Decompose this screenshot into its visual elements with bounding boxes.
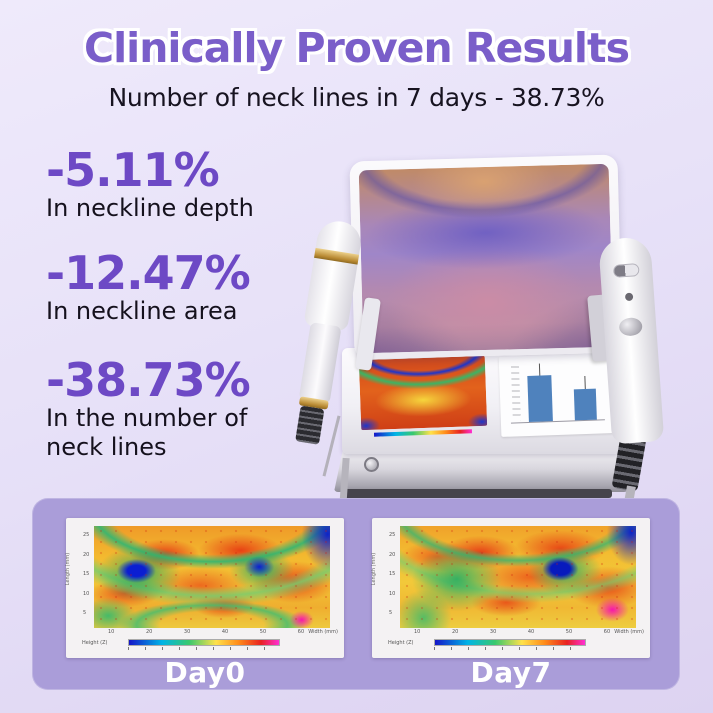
before-after-panel: Length (mm) 25 20 15 10 5 10 20 30 40 50… <box>32 498 680 690</box>
x-axis-ticks: 10 20 30 40 50 60 <box>414 629 611 635</box>
stat-value: -12.47% <box>46 246 251 301</box>
device-port-knob <box>364 457 379 472</box>
x-axis-ticks: 10 20 30 40 50 60 <box>108 629 305 635</box>
device-base-shadow <box>344 489 612 498</box>
cable-strain-relief <box>295 405 325 445</box>
stat-label: In the number of neck lines <box>46 404 248 462</box>
stat-neckline-area: -12.47% In neckline area <box>46 249 346 326</box>
y-axis-label: Length (mm) <box>65 552 72 586</box>
skin-heatmap-day7 <box>400 526 636 628</box>
neck-scan-screen <box>358 163 614 354</box>
page-title: Clinically Proven Results <box>84 24 630 72</box>
y-axis-label: Length (mm) <box>371 552 378 586</box>
stat-label: In neckline depth <box>46 194 254 223</box>
subtitle: Number of neck lines in 7 days - 38.73% <box>108 83 605 112</box>
y-axis-ticks: 25 20 15 10 5 <box>389 532 396 616</box>
handpiece-slot <box>612 263 640 278</box>
colorbar <box>434 639 586 646</box>
x-axis-label: Width (mm) <box>308 629 338 635</box>
colorbar <box>128 639 280 646</box>
skin-heatmap-day0 <box>94 526 330 628</box>
colorbar-ticks <box>128 647 280 650</box>
bar-before <box>527 375 553 422</box>
bar-chart-axis <box>510 366 521 421</box>
y-axis-ticks: 25 20 15 10 5 <box>83 532 90 616</box>
day7-label: Day7 <box>470 656 552 689</box>
stats-list: -5.11% In neckline depth -12.47% In neck… <box>46 146 346 488</box>
handpiece-stem <box>298 322 342 404</box>
heatmap-card-day7: Length (mm) 25 20 15 10 5 10 20 30 40 50… <box>371 518 650 658</box>
colorbar-label: Height (Z) <box>82 640 108 646</box>
colorbar-ticks <box>434 647 586 650</box>
device-base <box>334 450 628 492</box>
device-screen-bar-chart <box>498 353 614 437</box>
heatmap-card-day0: Length (mm) 25 20 15 10 5 10 20 30 40 50… <box>65 518 344 658</box>
bar-chart-baseline <box>510 419 605 424</box>
stat-value: -38.73% <box>46 353 251 408</box>
device-monitor <box>349 154 623 360</box>
device-screen-heatmap <box>358 355 488 431</box>
day0-label: Day0 <box>164 656 246 689</box>
stat-neck-lines-count: -38.73% In the number of neck lines <box>46 356 346 462</box>
x-axis-label: Width (mm) <box>614 629 644 635</box>
stat-value: -5.11% <box>46 143 220 197</box>
stat-neckline-depth: -5.11% In neckline depth <box>46 146 346 223</box>
stat-label: In neckline area <box>46 297 238 326</box>
bar-after <box>573 388 597 421</box>
colorbar-label: Height (Z) <box>388 640 414 646</box>
